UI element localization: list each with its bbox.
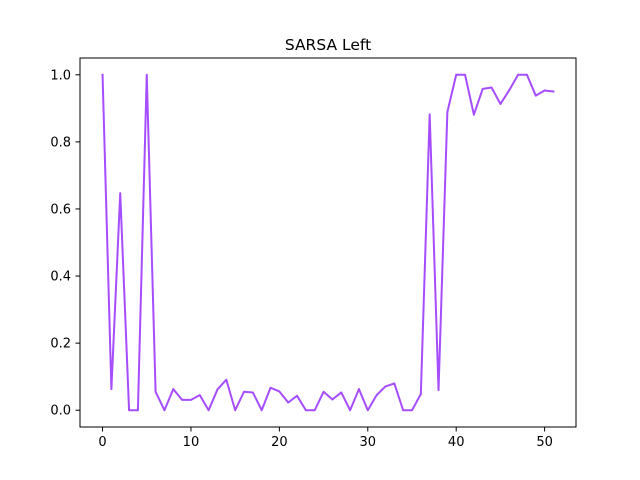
data-point [526, 73, 528, 76]
data-point [393, 382, 396, 385]
x-tick-label: 10 [183, 435, 200, 450]
data-point [455, 73, 458, 76]
x-tick-label: 50 [536, 435, 553, 450]
data-point [287, 401, 290, 404]
data-point [517, 73, 519, 76]
data-point [216, 388, 219, 391]
chart-title: SARSA Left [285, 36, 371, 54]
data-point [190, 398, 192, 401]
y-tick-label: 0.0 [50, 404, 71, 419]
data-point [181, 398, 184, 401]
data-point [110, 388, 113, 390]
data-point [172, 388, 175, 390]
data-point [428, 113, 431, 116]
data-point [499, 103, 502, 105]
data-point [198, 394, 201, 397]
x-tick-label: 30 [360, 435, 377, 450]
data-point [313, 409, 316, 412]
data-point [481, 87, 484, 90]
data-point [552, 90, 555, 93]
data-point [251, 391, 254, 394]
data-point [225, 378, 228, 381]
data-point [207, 409, 210, 412]
data-point [269, 386, 272, 389]
series-line [101, 73, 555, 412]
data-point [331, 398, 334, 401]
y-tick-label: 1.0 [50, 68, 71, 83]
data-point [464, 73, 466, 76]
data-point [278, 390, 281, 393]
axes-frame [79, 57, 577, 428]
data-point [296, 394, 298, 397]
data-point [446, 111, 449, 113]
y-tick-label: 0.2 [50, 337, 71, 352]
data-point [154, 390, 157, 393]
data-point [243, 390, 245, 393]
y-tick-label: 0.4 [50, 270, 71, 285]
x-tick-label: 0 [98, 435, 106, 450]
data-point [322, 390, 325, 393]
data-point [119, 192, 122, 195]
data-point [145, 73, 148, 76]
x-tick-label: 20 [271, 435, 288, 450]
data-point [375, 394, 378, 397]
data-point [411, 409, 413, 412]
data-point [419, 393, 422, 396]
data-point [340, 391, 343, 394]
data-point [101, 73, 104, 76]
y-tick-label: 0.6 [50, 202, 71, 217]
data-point [508, 89, 511, 92]
data-point [490, 86, 493, 89]
data-point [163, 409, 166, 412]
y-tick-label: 0.8 [50, 135, 71, 150]
data-point [260, 409, 263, 412]
data-point [358, 388, 360, 390]
data-point [128, 409, 130, 412]
data-point [402, 409, 405, 412]
data-point [437, 389, 440, 391]
data-point [384, 385, 387, 388]
data-point [234, 409, 237, 412]
x-tick-label: 40 [448, 435, 465, 450]
data-point [305, 409, 307, 412]
data-point [534, 94, 537, 97]
data-point [366, 409, 369, 412]
data-point [472, 113, 475, 116]
data-point [137, 409, 139, 412]
data-point [543, 89, 546, 92]
data-point [349, 409, 351, 412]
